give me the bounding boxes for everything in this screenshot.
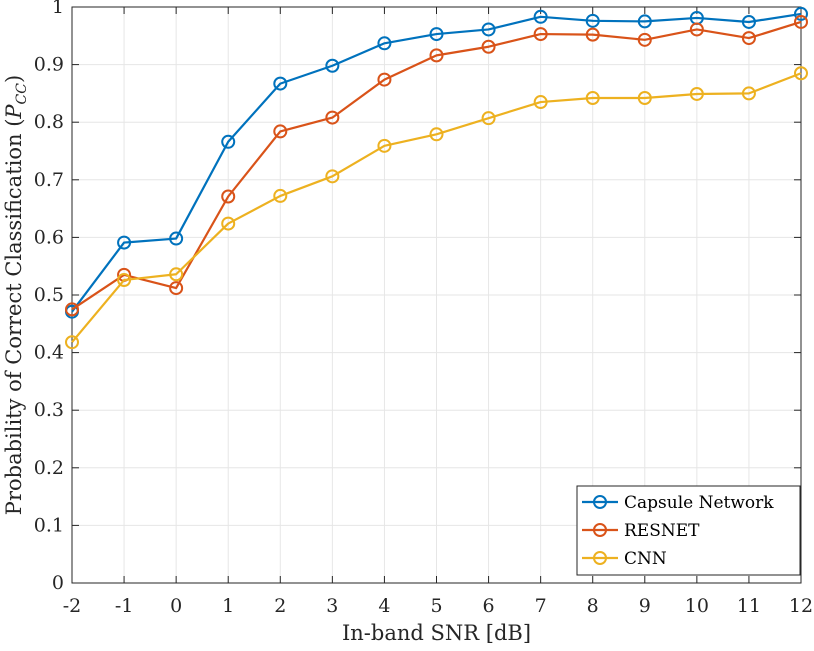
data-point-resnet — [65, 302, 79, 317]
x-tick-label: 11 — [737, 595, 761, 617]
data-point-resnet — [221, 189, 236, 204]
y-tick-label: 0.7 — [34, 169, 64, 191]
y-tick-label: 0.4 — [34, 342, 64, 364]
x-tick-label: 5 — [430, 595, 442, 617]
y-tick-label: 0 — [52, 572, 64, 594]
data-point-resnet — [585, 27, 600, 42]
data-point-capsule-network — [637, 14, 652, 29]
data-point-resnet — [273, 124, 288, 139]
data-point-cnn — [221, 216, 236, 231]
data-point-capsule-network — [741, 14, 756, 29]
data-point-resnet — [637, 32, 652, 47]
series-layer — [65, 6, 808, 350]
x-tick-label: 9 — [639, 595, 651, 617]
data-point-resnet — [377, 72, 392, 87]
legend-marker-capsule-network — [593, 495, 607, 509]
data-point-cnn — [117, 273, 132, 288]
data-point-cnn — [377, 138, 392, 153]
x-tick-label: 8 — [587, 595, 599, 617]
x-tick-label: -1 — [115, 595, 134, 617]
legend-marker-cnn — [593, 551, 607, 565]
legend: Capsule Network RESNET CNN — [576, 485, 801, 576]
data-point-resnet — [741, 31, 756, 46]
series-capsule-network — [65, 6, 808, 319]
data-point-cnn — [169, 267, 184, 282]
data-point-cnn — [65, 335, 79, 350]
data-point-cnn — [741, 86, 756, 101]
y-axis-title: Probability of Correct Classification (P… — [2, 75, 30, 515]
data-point-resnet — [689, 22, 704, 37]
data-point-capsule-network — [585, 13, 600, 28]
data-point-resnet — [169, 281, 184, 296]
legend-label-capsule-network: Capsule Network — [624, 493, 774, 513]
data-point-resnet — [533, 27, 548, 42]
data-point-capsule-network — [325, 58, 340, 73]
x-tick-label: 2 — [274, 595, 286, 617]
y-tick-label: 0.1 — [34, 514, 64, 536]
x-tick-label: 0 — [170, 595, 182, 617]
legend-item-capsule-network: Capsule Network — [582, 493, 774, 513]
data-point-resnet — [325, 110, 340, 125]
data-point-capsule-network — [273, 76, 288, 91]
data-point-cnn — [533, 95, 548, 110]
x-tick-label: 1 — [222, 595, 234, 617]
legend-item-resnet: RESNET — [582, 521, 700, 541]
data-point-capsule-network — [117, 235, 132, 250]
data-point-capsule-network — [794, 6, 808, 21]
series-line-capsule-network — [71, 12, 802, 313]
y-axis-title-close: ) — [2, 75, 26, 83]
series-cnn — [65, 66, 808, 350]
x-tick-label: 4 — [378, 595, 390, 617]
y-axis-title-subscript: CC — [14, 83, 30, 105]
y-tick-label: 0.6 — [34, 226, 64, 248]
series-line-cnn — [71, 72, 802, 343]
legend-label-resnet: RESNET — [624, 521, 700, 541]
x-axis-title: In-band SNR [dB] — [342, 621, 531, 645]
data-point-capsule-network — [429, 27, 444, 42]
data-point-capsule-network — [221, 134, 236, 149]
y-tick-label: 0.3 — [34, 399, 64, 421]
legend-label-cnn: CNN — [624, 549, 667, 569]
y-tick-label: 0.2 — [34, 457, 64, 479]
data-point-cnn — [585, 91, 600, 106]
x-tick-label: 7 — [535, 595, 547, 617]
data-point-resnet — [794, 14, 808, 29]
y-tick-labels: 0 0.1 0.2 0.3 0.4 0.5 0.6 0.7 0.8 0.9 1 — [34, 0, 64, 594]
x-tick-label: 3 — [326, 595, 338, 617]
data-point-capsule-network — [481, 22, 496, 37]
data-point-capsule-network — [169, 231, 184, 246]
data-point-resnet — [429, 48, 444, 63]
x-tick-label: 12 — [789, 595, 813, 617]
y-axis-title-text: Probability of Correct Classification ( — [2, 119, 26, 516]
data-point-cnn — [637, 91, 652, 106]
data-point-capsule-network — [377, 36, 392, 51]
x-tick-label: 10 — [685, 595, 709, 617]
data-point-cnn — [325, 169, 340, 184]
legend-marker-resnet — [593, 523, 607, 537]
data-point-cnn — [273, 188, 288, 203]
y-tick-label: 0.9 — [34, 54, 64, 76]
x-tick-label: 6 — [483, 595, 495, 617]
x-tick-label: -2 — [63, 595, 82, 617]
data-point-cnn — [481, 111, 496, 126]
x-tick-labels: -2 -1 0 1 2 3 4 5 6 7 8 9 10 11 12 — [63, 595, 813, 617]
y-tick-label: 1 — [52, 0, 64, 18]
y-tick-label: 0.5 — [34, 284, 64, 306]
y-tick-label: 0.8 — [34, 111, 64, 133]
data-point-resnet — [481, 39, 496, 54]
data-point-cnn — [429, 127, 444, 142]
y-axis-title-symbol: P — [2, 104, 26, 120]
data-point-cnn — [794, 66, 808, 81]
data-point-capsule-network — [533, 9, 548, 24]
legend-item-cnn: CNN — [582, 549, 667, 569]
data-point-cnn — [689, 86, 704, 101]
